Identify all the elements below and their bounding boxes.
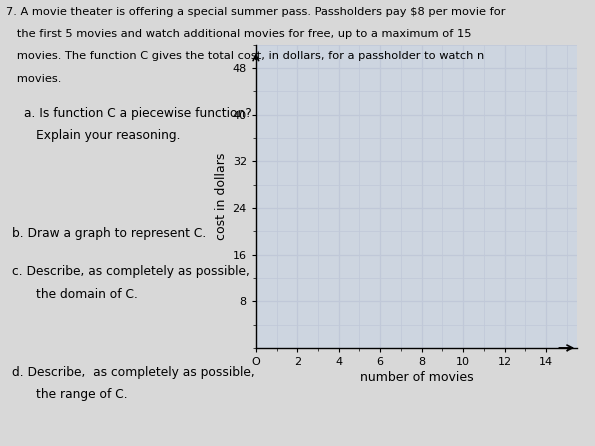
Text: c. Describe, as completely as possible,: c. Describe, as completely as possible, — [12, 265, 250, 278]
Text: 7. A movie theater is offering a special summer pass. Passholders pay $8 per mov: 7. A movie theater is offering a special… — [6, 7, 505, 17]
Text: movies.: movies. — [6, 74, 61, 83]
Y-axis label: cost in dollars: cost in dollars — [215, 153, 228, 240]
Text: d. Describe,  as completely as possible,: d. Describe, as completely as possible, — [12, 366, 255, 379]
X-axis label: number of movies: number of movies — [360, 371, 473, 384]
Text: a. Is function C a piecewise function?: a. Is function C a piecewise function? — [24, 107, 252, 120]
Text: Explain your reasoning.: Explain your reasoning. — [36, 129, 180, 142]
Text: b. Draw a graph to represent C.: b. Draw a graph to represent C. — [12, 227, 206, 240]
Text: movies. The function C gives the total cost, in dollars, for a passholder to wat: movies. The function C gives the total c… — [6, 51, 484, 61]
Text: the domain of C.: the domain of C. — [36, 288, 137, 301]
Text: the range of C.: the range of C. — [36, 388, 127, 401]
Text: the first 5 movies and watch additional movies for free, up to a maximum of 15: the first 5 movies and watch additional … — [6, 29, 471, 39]
